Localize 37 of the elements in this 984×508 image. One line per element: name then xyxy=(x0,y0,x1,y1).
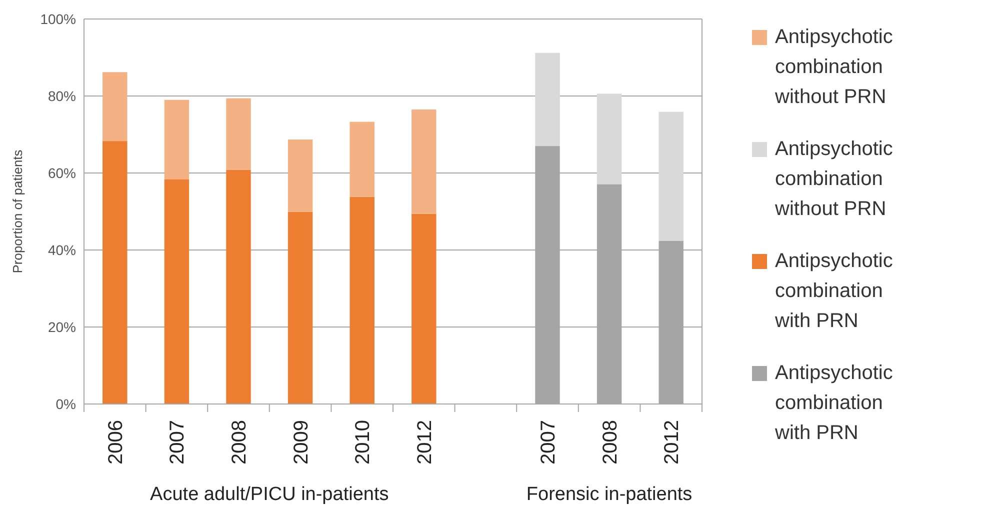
legend-label: Antipsychotic combination with PRN xyxy=(774,250,893,332)
bar xyxy=(658,112,684,241)
x-tick-label: 2012 xyxy=(414,420,436,464)
x-tick-label: 2007 xyxy=(166,420,189,464)
bar xyxy=(412,214,436,404)
text: Acute adult/PICU in-patients xyxy=(150,484,389,505)
x-tick-label: 2009 xyxy=(290,420,312,464)
x-tick-label: 2010 xyxy=(352,420,374,464)
legend-label: Antipsychotic combination without PRN xyxy=(774,138,893,220)
y-axis-title: Proportion of patients xyxy=(10,149,25,274)
y-tick-label: 100% xyxy=(40,10,76,27)
text: Forensic in-patients xyxy=(526,484,692,505)
bar xyxy=(226,170,251,404)
x-tick-label: 2008 xyxy=(228,420,250,464)
y-tick-label: 0% xyxy=(56,396,76,412)
x-tick-label: 2008 xyxy=(599,420,622,464)
bar xyxy=(164,100,190,180)
bar xyxy=(596,94,622,184)
y-tick-label: 20% xyxy=(48,318,76,335)
x-tick-label: 2007 xyxy=(538,420,560,464)
bar xyxy=(226,98,251,170)
x-tick-label: 2006 xyxy=(104,420,127,464)
bar xyxy=(412,109,436,214)
bar xyxy=(350,196,374,404)
bar xyxy=(288,212,313,404)
bar xyxy=(164,179,190,404)
y-tick-label: 60% xyxy=(48,164,76,181)
x-tick-label: 2012 xyxy=(661,420,684,464)
bar xyxy=(535,52,560,146)
bar xyxy=(102,72,128,142)
bar xyxy=(288,140,313,212)
y-tick-label: 80% xyxy=(48,88,76,104)
legend-label: Antipsychotic combination without PRN xyxy=(774,26,893,108)
bar xyxy=(350,122,374,197)
y-tick-label: 40% xyxy=(48,242,76,258)
bar xyxy=(102,141,128,404)
legend-label: Antipsychotic combination with PRN xyxy=(774,362,893,444)
